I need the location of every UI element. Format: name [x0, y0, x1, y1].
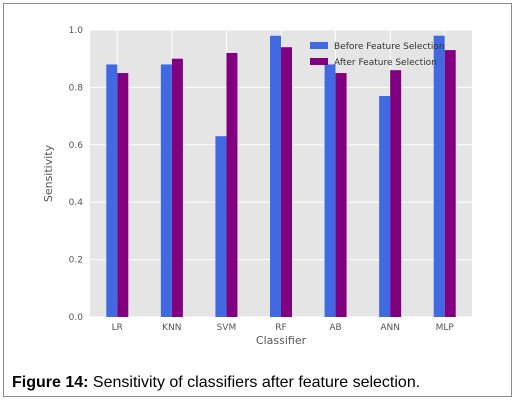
figure-frame: 0.0 0.2 0.4 0.6 0.8 1.0 LR KNN SVM RF AB ANN MLP Clas… [3, 3, 512, 397]
x-axis-title: Classifier [256, 334, 307, 347]
bar-ab-before [324, 64, 336, 317]
bar-knn-after [171, 58, 183, 317]
y-tick-label: 1.0 [69, 26, 84, 36]
bar-svm-before [215, 136, 227, 317]
x-tick-label: LR [112, 323, 123, 333]
y-tick-label: 0.4 [69, 198, 84, 208]
figure-caption: Figure 14: Sensitivity of classifiers af… [12, 374, 420, 392]
caption-label: Figure 14: [12, 374, 89, 391]
x-tick-label: KNN [162, 323, 181, 333]
bar-svm-after [226, 52, 238, 318]
legend-swatch [310, 58, 328, 65]
x-tick-label: ANN [380, 323, 400, 333]
bar-lr-before [106, 64, 118, 317]
y-tick-label: 0.6 [69, 141, 84, 151]
y-tick-label: 0.0 [69, 313, 84, 323]
caption-text: Sensitivity of classifiers after feature… [88, 374, 421, 391]
y-axis-title: Sensitivity [42, 144, 55, 202]
legend-label: After Feature Selection [334, 58, 437, 68]
x-tick-label: RF [275, 323, 286, 333]
x-tick-label: AB [329, 323, 341, 333]
y-tick-label: 0.2 [69, 256, 83, 266]
legend-label: Before Feature Selection [334, 42, 445, 52]
legend-swatch [310, 42, 328, 49]
bar-mlp-before [433, 35, 445, 318]
bar-knn-before [160, 64, 172, 317]
bar-rf-before [270, 35, 281, 318]
y-tick-label: 0.8 [69, 83, 84, 93]
bar-ab-after [335, 73, 347, 317]
bar-chart: 0.0 0.2 0.4 0.6 0.8 1.0 LR KNN SVM RF AB ANN MLP Clas… [42, 26, 472, 347]
bar-ann-before [379, 96, 391, 317]
bar-lr-after [117, 73, 129, 317]
bar-rf-after [281, 47, 292, 317]
x-tick-label: MLP [436, 323, 455, 333]
bar-mlp-after [444, 50, 456, 318]
bar-ann-after [390, 70, 402, 318]
x-tick-label: SVM [217, 323, 237, 333]
